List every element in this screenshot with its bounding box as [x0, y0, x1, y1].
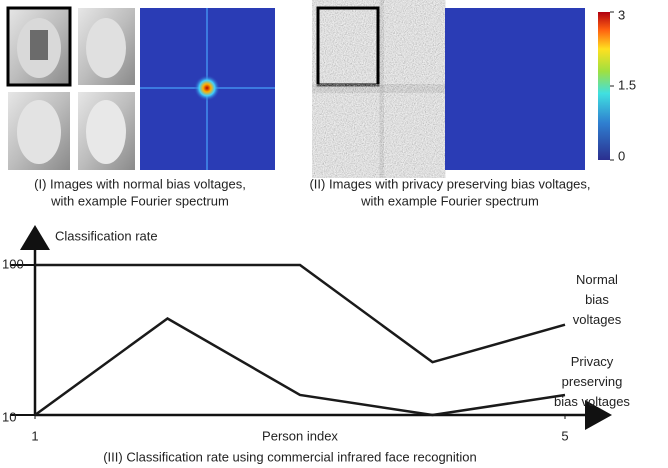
y-tick-label: 100	[2, 256, 24, 271]
series-line	[35, 265, 565, 362]
chart-caption: (III) Classification rate using commerci…	[103, 449, 477, 464]
panel-caption: with example Fourier spectrum	[50, 193, 229, 208]
x-tick-label: 1	[31, 428, 38, 443]
panel-caption: with example Fourier spectrum	[360, 193, 539, 208]
colorbar-tick-label: 3	[618, 7, 625, 22]
panel-i-images	[8, 8, 275, 170]
panel-caption: (II) Images with privacy preserving bias…	[309, 176, 590, 191]
panel-caption: (I) Images with normal bias voltages,	[34, 176, 246, 191]
x-tick-label: 5	[561, 428, 568, 443]
y-tick-label: 10	[2, 409, 16, 424]
y-axis-label: Classification rate	[55, 228, 158, 243]
y-axis-arrow	[20, 225, 50, 250]
series-label: Privacy preserving bias voltages	[554, 352, 630, 412]
series-label: Normal bias voltages	[562, 270, 633, 330]
colorbar	[598, 12, 610, 160]
panel-ii-images	[318, 8, 610, 170]
x-axis-label: Person index	[262, 428, 338, 443]
colorbar-tick-label: 1.5	[618, 77, 636, 92]
colorbar-tick-label: 0	[618, 148, 625, 163]
figure: (I) Images with normal bias voltages, wit…	[0, 0, 668, 468]
series-line	[35, 318, 565, 415]
